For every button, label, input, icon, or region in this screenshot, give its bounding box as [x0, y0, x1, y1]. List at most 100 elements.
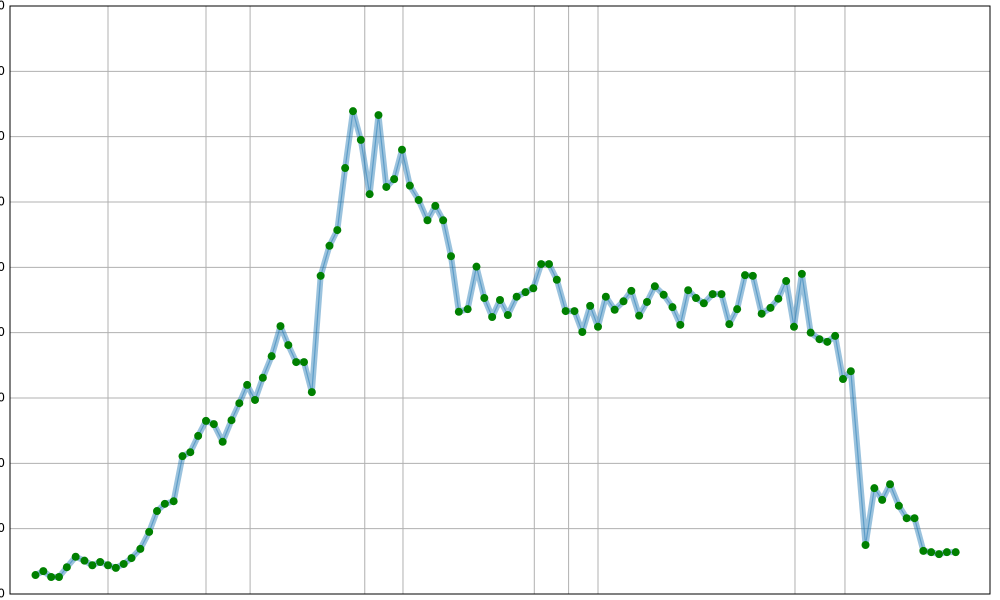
marker [635, 311, 644, 320]
marker [927, 548, 936, 557]
marker [594, 322, 602, 331]
marker [806, 328, 815, 337]
marker [699, 299, 708, 308]
marker [774, 294, 783, 303]
marker [839, 375, 847, 384]
marker [757, 309, 766, 318]
marker [251, 395, 259, 404]
marker [276, 322, 285, 331]
marker [601, 292, 610, 301]
marker [717, 290, 726, 299]
marker [47, 573, 56, 582]
marker [104, 561, 112, 570]
marker [748, 271, 757, 280]
y-tick-label: 70 [0, 129, 5, 143]
marker [586, 301, 595, 310]
marker [861, 541, 870, 549]
marker [684, 286, 693, 295]
marker [797, 269, 806, 278]
marker [390, 175, 399, 184]
marker [119, 559, 128, 568]
marker [692, 294, 700, 303]
marker [209, 420, 218, 429]
marker [951, 548, 960, 557]
marker [578, 328, 587, 337]
y-tick-label: 80 [0, 64, 5, 78]
marker [676, 320, 685, 329]
marker [349, 107, 357, 116]
line [35, 111, 956, 578]
marker [790, 322, 798, 331]
marker [919, 546, 928, 555]
y-tick-label: 50 [0, 260, 5, 274]
marker [537, 260, 546, 269]
y-tick-label: 40 [0, 325, 5, 339]
marker [643, 297, 651, 306]
marker [71, 552, 80, 561]
marker [496, 296, 504, 304]
marker [39, 567, 48, 576]
marker [414, 196, 423, 205]
marker [127, 554, 136, 563]
marker [831, 331, 840, 340]
marker [823, 337, 832, 346]
marker [886, 480, 895, 489]
marker [307, 388, 316, 397]
marker [405, 181, 414, 190]
marker [235, 399, 244, 408]
marker [88, 561, 97, 570]
marker [160, 499, 169, 508]
marker [31, 571, 40, 580]
marker [292, 358, 301, 367]
marker [766, 303, 775, 312]
marker [545, 260, 553, 269]
line-band [34, 108, 956, 581]
marker [227, 416, 236, 425]
marker [619, 297, 628, 306]
marker [815, 335, 824, 344]
marker [668, 303, 677, 312]
marker [650, 282, 659, 291]
marker [529, 284, 538, 293]
marker [300, 358, 308, 367]
marker [935, 550, 944, 559]
marker [194, 431, 203, 440]
y-tick-label: 20 [0, 456, 5, 470]
marker [870, 484, 879, 493]
marker [80, 556, 89, 565]
marker [284, 341, 293, 350]
marker [521, 288, 530, 297]
marker [610, 305, 619, 314]
marker [111, 563, 120, 572]
marker [878, 495, 887, 504]
marker [942, 548, 951, 557]
marker [431, 201, 440, 210]
marker [480, 294, 489, 303]
marker [218, 437, 227, 446]
marker [325, 241, 334, 250]
marker [454, 307, 463, 316]
marker [96, 557, 105, 566]
marker [439, 216, 448, 225]
marker [512, 292, 521, 301]
marker [382, 182, 391, 191]
marker [503, 311, 512, 320]
plot-frame [9, 5, 991, 595]
marker [708, 290, 717, 299]
marker [488, 312, 497, 321]
marker [552, 275, 561, 284]
marker [341, 164, 350, 173]
marker [423, 216, 432, 225]
marker [570, 307, 579, 316]
y-tick-label: 10 [0, 521, 5, 535]
marker [659, 290, 668, 299]
marker [902, 514, 911, 523]
marker [333, 226, 342, 235]
marker [55, 573, 63, 582]
marker [186, 448, 195, 457]
marker [169, 497, 178, 506]
marker [472, 262, 481, 271]
marker [782, 277, 791, 286]
marker [243, 380, 252, 389]
